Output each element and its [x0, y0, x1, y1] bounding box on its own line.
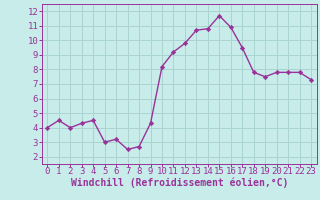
X-axis label: Windchill (Refroidissement éolien,°C): Windchill (Refroidissement éolien,°C): [70, 178, 288, 188]
